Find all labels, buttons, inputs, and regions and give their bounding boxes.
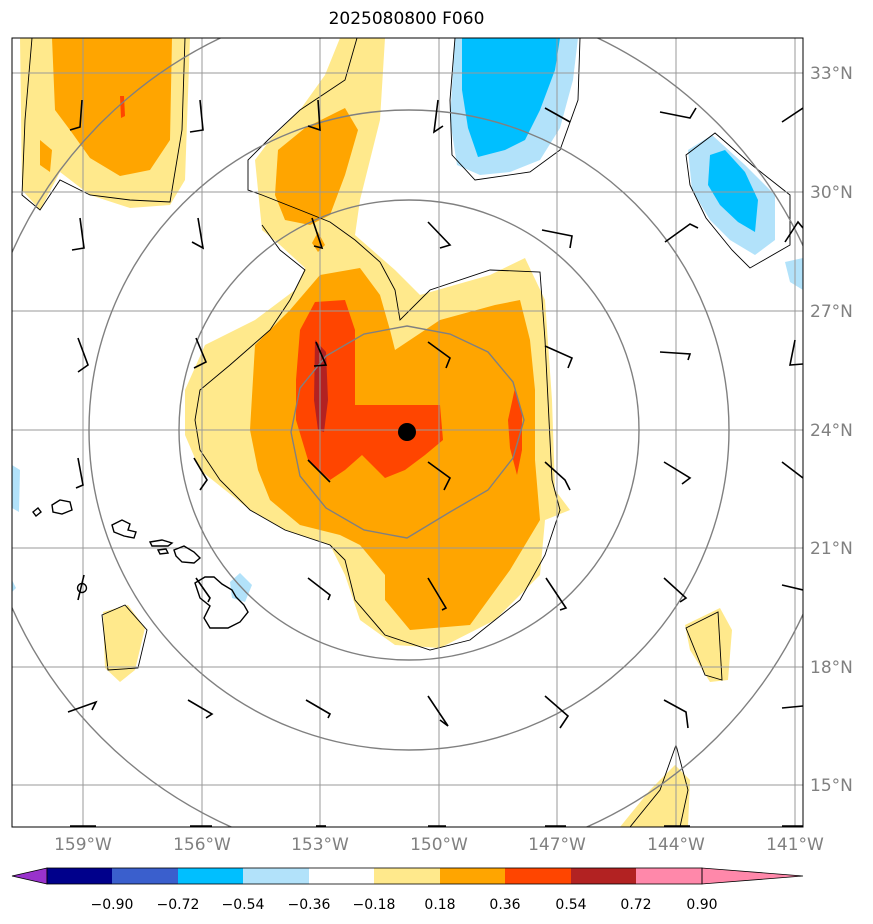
distance-rings: [12, 38, 803, 827]
lon-label: 141°W: [766, 835, 824, 855]
grid-lines: [12, 38, 803, 827]
lat-label: 18°N: [810, 658, 853, 678]
colorbar-segment: [178, 868, 243, 884]
plot-area: [12, 38, 803, 827]
colorbar-segment: [440, 868, 505, 884]
colorbar-segment: [505, 868, 571, 884]
colorbar-tick-label: 0.90: [686, 897, 717, 913]
coastlines: [32, 499, 249, 629]
lon-axis-labels: 159°W 156°W 153°W 150°W 147°W 144°W 141°…: [54, 835, 824, 855]
lon-label: 153°W: [291, 835, 349, 855]
colorbar: −0.90 −0.72 −0.54 −0.36 −0.18 0.18 0.36 …: [11, 867, 804, 913]
lat-label: 15°N: [810, 776, 853, 796]
colorbar-tick-label: −0.18: [353, 897, 396, 913]
colorbar-tick-label: −0.90: [91, 897, 134, 913]
lon-label: 159°W: [54, 835, 112, 855]
colorbar-tick-label: 0.54: [555, 897, 586, 913]
map-frame: [11, 37, 804, 828]
colorbar-segment: [309, 868, 374, 884]
contour-lines: [21, 38, 791, 827]
colorbar-over-arrow: [701, 867, 804, 885]
lon-label: 144°W: [647, 835, 705, 855]
lat-axis-labels: 33°N 30°N 27°N 24°N 21°N 18°N 15°N: [810, 64, 853, 796]
lon-label: 150°W: [410, 835, 468, 855]
lat-label: 24°N: [810, 421, 853, 441]
colorbar-tick-label: −0.54: [222, 897, 265, 913]
lon-label: 156°W: [173, 835, 231, 855]
lat-label: 30°N: [810, 183, 853, 203]
colorbar-tick-label: −0.72: [157, 897, 200, 913]
colorbar-segment: [571, 868, 636, 884]
colorbar-tick-label: 0.72: [620, 897, 651, 913]
colorbar-segment: [636, 868, 702, 884]
colorbar-segment: [47, 868, 112, 884]
wind-barbs: [67, 99, 803, 827]
map-title: 2025080800 F060: [328, 9, 485, 29]
lon-label: 147°W: [528, 835, 586, 855]
colorbar-segment: [112, 868, 178, 884]
lat-label: 27°N: [810, 302, 853, 322]
colorbar-segment: [243, 868, 309, 884]
lat-label: 21°N: [810, 539, 853, 559]
colorbar-tick-label: −0.36: [288, 897, 331, 913]
colorbar-tick-label: 0.36: [489, 897, 520, 913]
lat-label: 33°N: [810, 64, 853, 84]
storm-center-marker: [398, 423, 416, 441]
colorbar-under-arrow: [11, 867, 48, 885]
colorbar-tick-label: 0.18: [424, 897, 455, 913]
contour-negative-036: [462, 38, 758, 232]
colorbar-ticks: −0.90 −0.72 −0.54 −0.36 −0.18 0.18 0.36 …: [91, 897, 718, 913]
colorbar-segment: [374, 868, 440, 884]
